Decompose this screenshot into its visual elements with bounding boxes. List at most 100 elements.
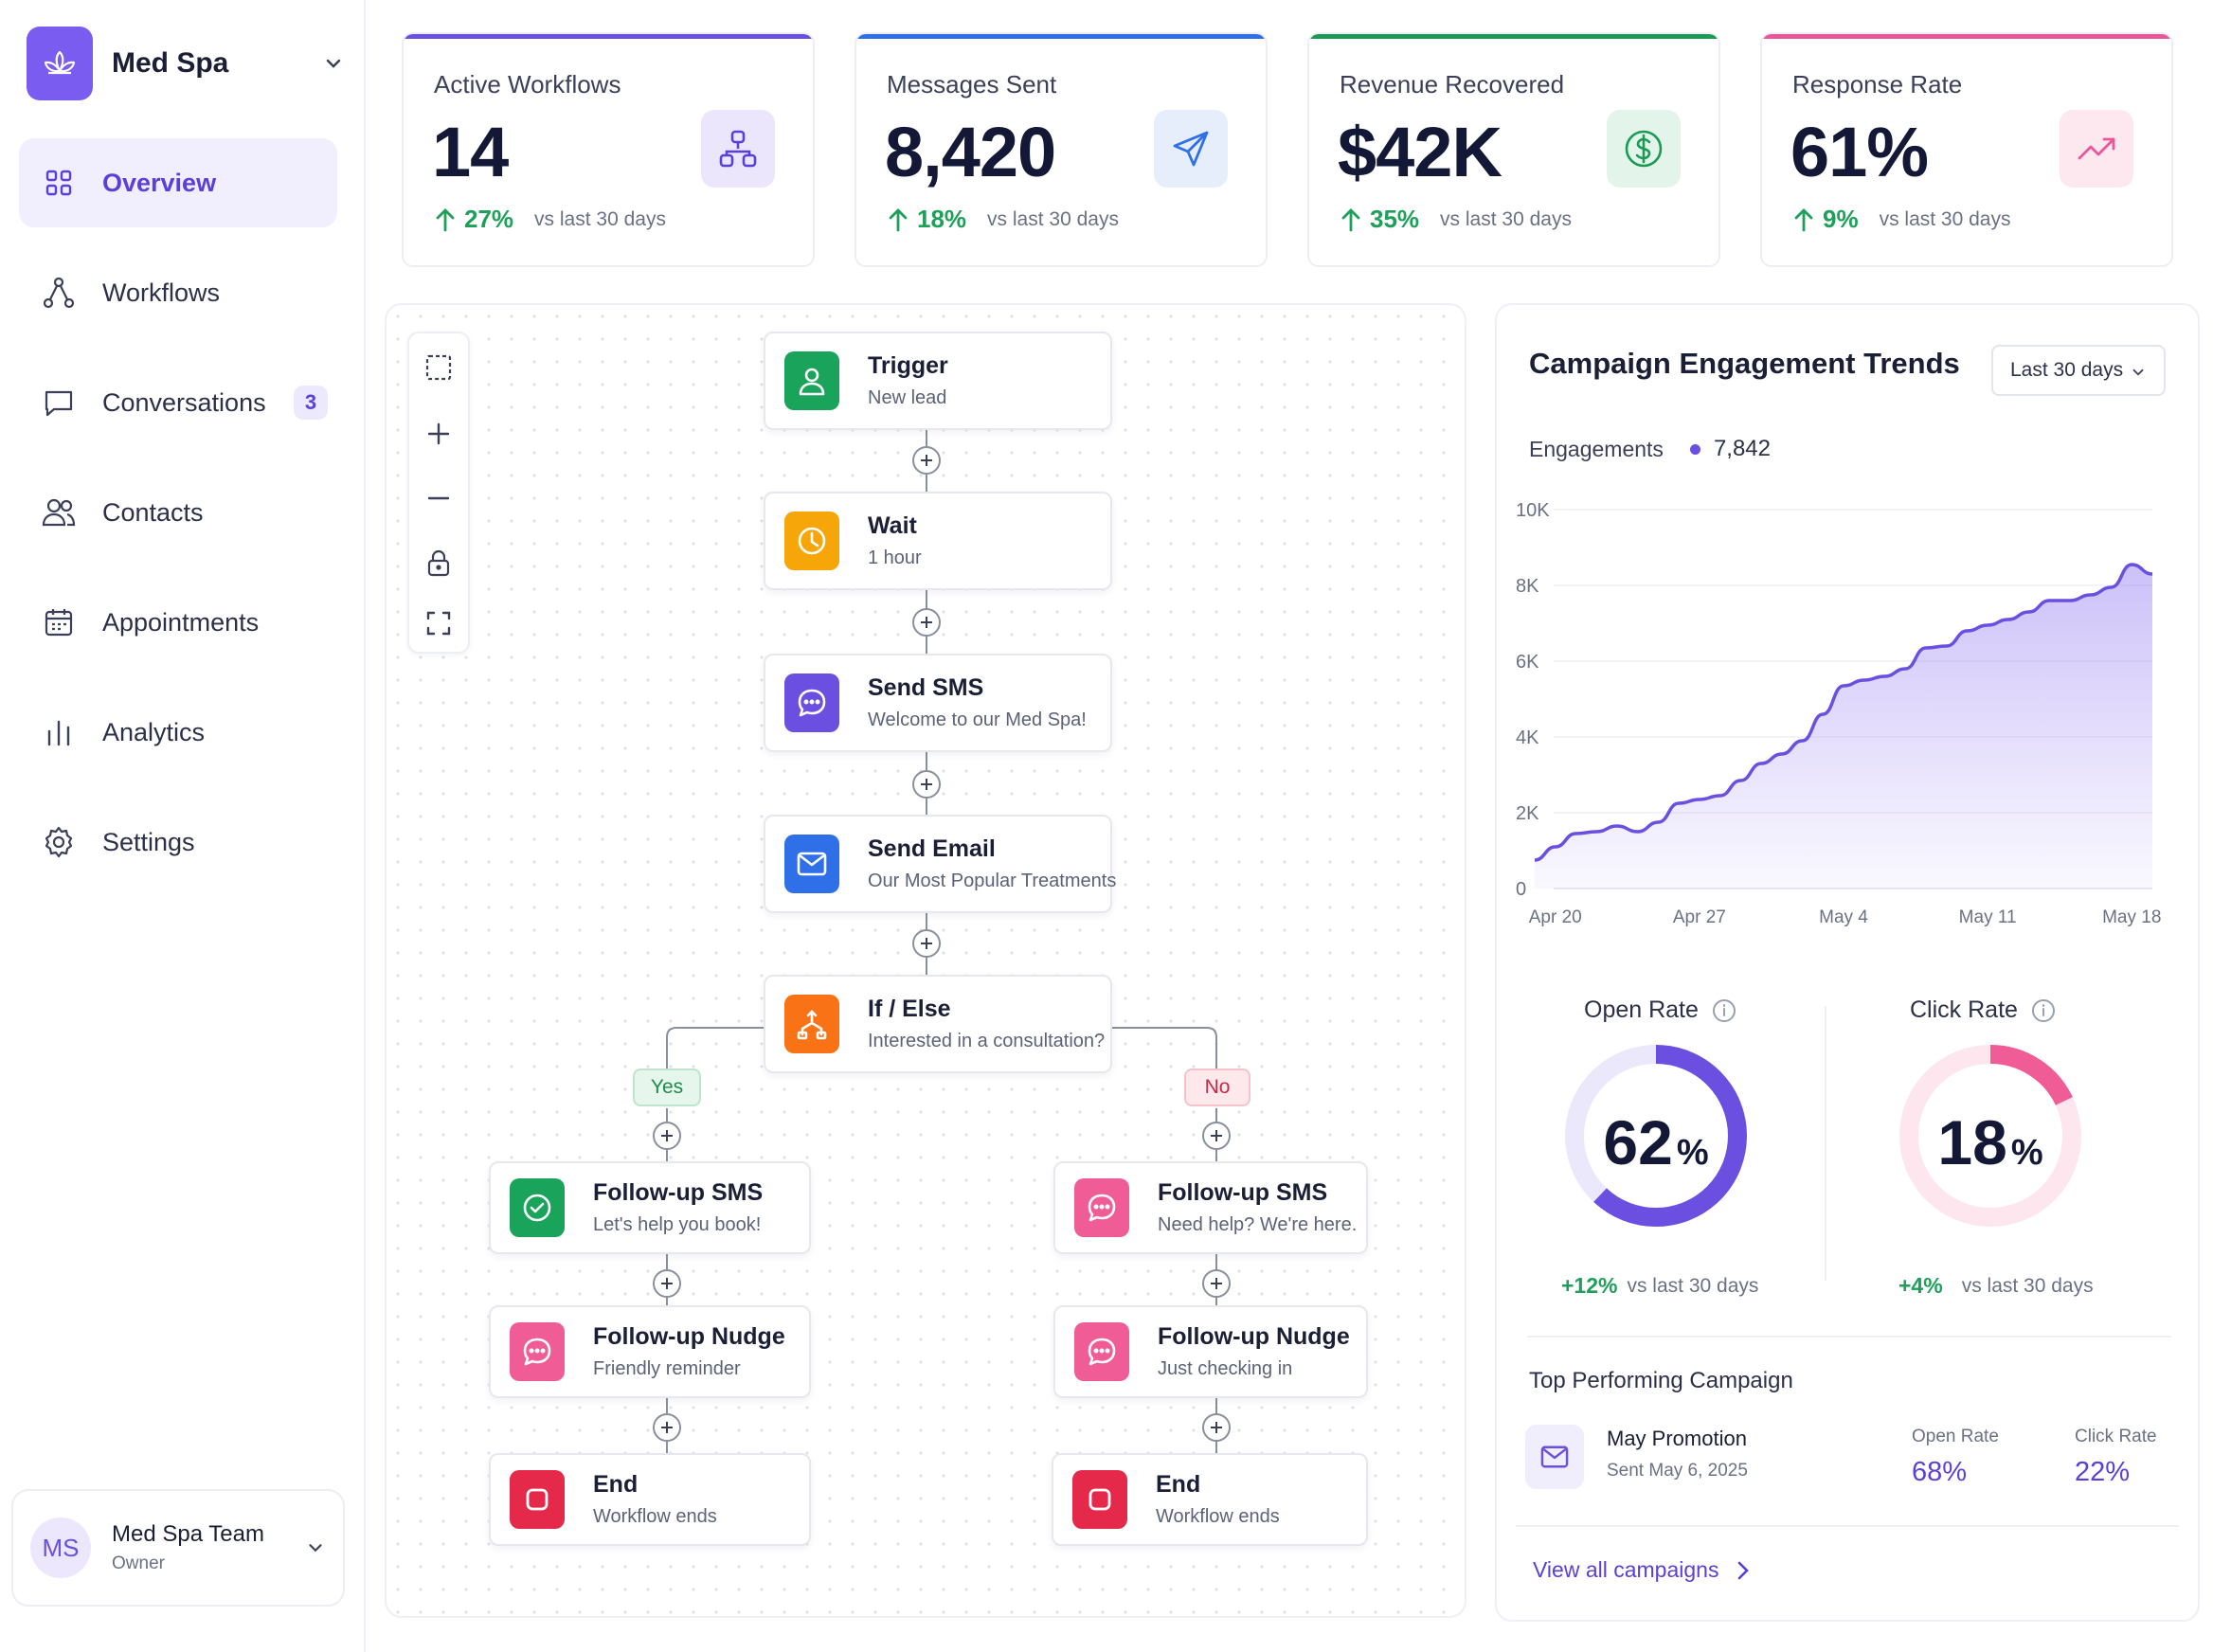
workflow-node-end-no[interactable]: End Workflow ends [1052, 1453, 1368, 1546]
campaign-click-rate-value: 22% [2075, 1457, 2131, 1487]
stat-card-active-workflows[interactable]: Active Workflows 14 27% vs last 30 days [402, 32, 815, 267]
clock-icon [784, 512, 839, 570]
change-value: +4% [1898, 1273, 1943, 1298]
stat-title: Response Rate [1792, 70, 1963, 99]
plus-icon [661, 1130, 673, 1141]
stat-title: Active Workflows [434, 70, 621, 99]
sidebar-item-analytics[interactable]: Analytics [19, 688, 337, 777]
chevron-down-icon [309, 1544, 322, 1553]
campaign-name[interactable]: May Promotion [1607, 1427, 1747, 1450]
workflow-node-end-yes[interactable]: End Workflow ends [489, 1453, 811, 1546]
node-subtitle: Friendly reminder [593, 1358, 741, 1379]
sidebar-item-settings[interactable]: Settings [19, 798, 337, 887]
lock-button[interactable] [409, 536, 468, 589]
mail-icon [1525, 1425, 1584, 1489]
zoom-in-button[interactable] [409, 407, 468, 460]
x-tick-label: May 18 [2102, 907, 2161, 927]
chevron-right-icon [1738, 1561, 1750, 1579]
series-color-dot [1689, 443, 1700, 455]
add-step-button[interactable] [1202, 1122, 1231, 1150]
zoom-out-button[interactable] [409, 472, 468, 525]
chart-legend: Engagements 7,842 [1529, 436, 1771, 462]
gauge-number: 18 [1937, 1107, 2007, 1177]
add-step-button[interactable] [912, 770, 941, 799]
node-subtitle: Need help? We're here. [1158, 1214, 1358, 1235]
sidebar-item-appointments[interactable]: Appointments [19, 578, 337, 667]
workflow-node-if-else[interactable]: If / Else Interested in a consultation? [764, 975, 1112, 1073]
y-tick-label: 10K [1516, 500, 1550, 521]
arrow-up-icon [1341, 207, 1360, 231]
add-step-button[interactable] [1202, 1413, 1231, 1442]
sidebar-item-workflows[interactable]: Workflows [19, 248, 337, 337]
workflow-node-send-email[interactable]: Send Email Our Most Popular Treatments [764, 815, 1116, 913]
stat-value: 61% [1790, 113, 1929, 191]
node-subtitle: Workflow ends [1156, 1506, 1280, 1527]
x-tick-label: May 11 [1959, 907, 2017, 927]
click-rate-donut [1899, 1045, 2081, 1227]
add-step-button[interactable] [653, 1122, 681, 1150]
info-icon[interactable] [2031, 998, 2056, 1023]
workflow-node-send-sms[interactable]: Send SMS Welcome to our Med Spa! [764, 654, 1112, 752]
add-step-button[interactable] [653, 1269, 681, 1298]
x-tick-label: Apr 20 [1529, 907, 1582, 927]
stat-change-value: 35% [1370, 205, 1420, 233]
engagement-area-chart: 0 2K 4K 6K 8K 10K Apr 20 Apr 27 May 4 May 11 May 1… [1516, 500, 2161, 927]
chevron-down-icon [326, 59, 341, 68]
add-step-button[interactable] [912, 446, 941, 475]
stat-comparison: vs last 30 days [534, 207, 666, 230]
open-rate-title: Open Rate [1584, 997, 1736, 1024]
stat-comparison: vs last 30 days [1879, 207, 2011, 230]
workflow-node-trigger[interactable]: Trigger New lead [764, 332, 1112, 430]
workflow-node-follow-up-sms-no[interactable]: Follow-up SMS Need help? We're here. [1053, 1161, 1368, 1254]
sidebar-item-label: Workflows [102, 278, 221, 307]
team-switcher[interactable]: MS Med Spa Team Owner [11, 1489, 345, 1607]
node-title: Wait [868, 512, 917, 539]
node-title: If / Else [868, 996, 951, 1022]
add-step-button[interactable] [912, 929, 941, 958]
workflow-node-follow-up-sms-yes[interactable]: Follow-up SMS Let's help you book! [489, 1161, 811, 1254]
node-subtitle: Let's help you book! [593, 1214, 762, 1235]
user-icon [784, 351, 839, 410]
card-accent-bar [856, 34, 1266, 39]
sidebar-item-contacts[interactable]: Contacts [19, 468, 337, 557]
sidebar-item-label: Appointments [102, 607, 260, 637]
node-subtitle: Just checking in [1158, 1358, 1293, 1379]
stat-change-value: 27% [464, 205, 514, 233]
fullscreen-icon [426, 611, 451, 636]
workflow-node-follow-up-nudge-no[interactable]: Follow-up Nudge Just checking in [1053, 1305, 1368, 1398]
stat-card-response-rate[interactable]: Response Rate 61% 9% vs last 30 days [1760, 32, 2173, 267]
workflow-icon [701, 110, 775, 188]
gauge-divider [1825, 1006, 1826, 1281]
workflow-node-wait[interactable]: Wait 1 hour [764, 492, 1112, 590]
fit-view-button[interactable] [409, 597, 468, 650]
stat-card-revenue-recovered[interactable]: Revenue Recovered $42K 35% vs last 30 da… [1307, 32, 1720, 267]
date-range-select[interactable]: Last 30 days [1991, 345, 2166, 396]
sidebar-item-overview[interactable]: Overview [19, 138, 337, 227]
stat-change-value: 18% [917, 205, 967, 233]
view-all-campaigns-link[interactable]: View all campaigns [1533, 1557, 1751, 1583]
gauge-number: 62 [1603, 1107, 1673, 1177]
card-accent-bar [404, 34, 813, 39]
dollar-icon [1607, 110, 1681, 188]
node-subtitle: 1 hour [868, 548, 922, 568]
stop-icon [1072, 1470, 1127, 1529]
calendar-icon [42, 605, 76, 639]
add-step-button[interactable] [912, 608, 941, 637]
stat-card-messages-sent[interactable]: Messages Sent 8,420 18% vs last 30 days [855, 32, 1268, 267]
stat-value: 14 [432, 113, 509, 191]
stat-comparison: vs last 30 days [987, 207, 1119, 230]
add-step-button[interactable] [1202, 1269, 1231, 1298]
sidebar-item-conversations[interactable]: Conversations 3 [19, 358, 337, 447]
brand-switcher[interactable]: Med Spa [27, 27, 345, 100]
change-comparison: vs last 30 days [1627, 1274, 1759, 1297]
select-tool-button[interactable] [409, 341, 468, 394]
node-subtitle: Welcome to our Med Spa! [868, 709, 1087, 730]
open-rate-donut [1565, 1045, 1747, 1227]
link-label: View all campaigns [1533, 1557, 1719, 1582]
plus-icon [921, 938, 932, 949]
minus-icon [427, 496, 450, 500]
add-step-button[interactable] [653, 1413, 681, 1442]
series-total: 7,842 [1713, 436, 1771, 461]
workflow-node-follow-up-nudge-yes[interactable]: Follow-up Nudge Friendly reminder [489, 1305, 811, 1398]
info-icon[interactable] [1712, 998, 1736, 1023]
